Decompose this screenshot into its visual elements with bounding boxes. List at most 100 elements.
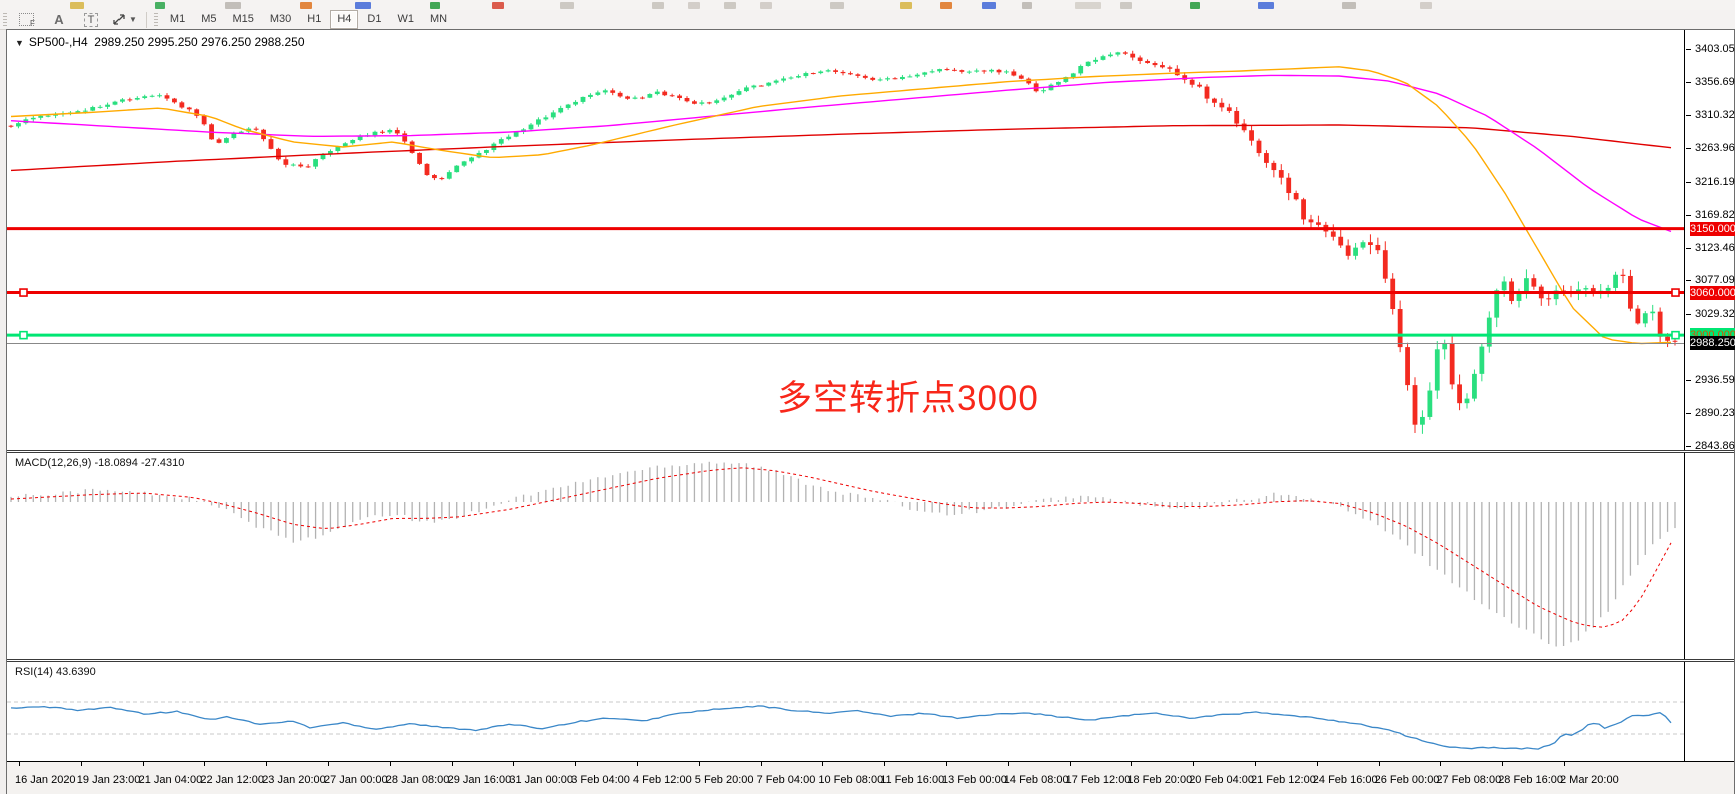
chart-title[interactable]: ▼ SP500-,H4 2989.250 2995.250 2976.250 29… — [15, 35, 305, 49]
clipped-toolbar-icon — [1420, 2, 1432, 9]
price-tick-mark — [1686, 147, 1691, 149]
time-axis-label[interactable]: 19 Jan 23:00 — [76, 774, 141, 786]
time-axis-label[interactable]: 27 Feb 08:00 — [1436, 774, 1502, 786]
time-tick-mark — [1007, 762, 1009, 766]
time-tick-mark — [266, 762, 268, 766]
time-tick-mark — [1131, 762, 1133, 766]
time-axis-label[interactable]: 7 Feb 04:00 — [756, 774, 816, 786]
toolbar-separator — [145, 11, 147, 28]
price-chart-panel[interactable]: ▼ SP500-,H4 2989.250 2995.250 2976.250 29… — [7, 30, 1735, 452]
price-tick-label: 3263.960 — [1695, 141, 1735, 154]
insert-text-tool-button[interactable]: A — [44, 10, 74, 29]
time-axis-label[interactable]: 28 Feb 16:00 — [1498, 774, 1564, 786]
time-axis-label[interactable]: 3 Feb 04:00 — [571, 774, 630, 786]
time-axis-label[interactable]: 4 Feb 12:00 — [633, 774, 692, 786]
macd-panel[interactable]: MACD(12,26,9) -18.0894 -27.4310 27.46070… — [7, 453, 1734, 659]
price-tick-label: 3123.460 — [1695, 241, 1735, 254]
clipped-toolbar-icon — [225, 2, 241, 9]
time-axis-label[interactable]: 26 Feb 00:00 — [1374, 774, 1440, 786]
rsi-panel[interactable]: RSI(14) 43.6390 10070300 — [7, 662, 1734, 761]
toolbar-grip[interactable] — [3, 12, 7, 27]
timeframe-button-mn[interactable]: MN — [429, 13, 448, 25]
macd-indicator-label: MACD(12,26,9) -18.0894 -27.4310 — [15, 457, 185, 469]
time-axis-label[interactable]: 14 Feb 08:00 — [1003, 774, 1069, 786]
clipped-toolbar-icon — [492, 2, 504, 9]
price-tick-mark — [1686, 413, 1691, 415]
price-tick-label: 3216.190 — [1695, 175, 1735, 188]
symbol-dropdown-icon[interactable]: ▼ — [15, 38, 24, 48]
time-axis-label[interactable]: 11 Feb 16:00 — [880, 774, 945, 786]
time-axis-label[interactable]: 21 Jan 04:00 — [138, 774, 203, 786]
letter-a-icon: A — [54, 12, 64, 27]
price-tick-mark — [1686, 49, 1691, 50]
timeframe-button-w1[interactable]: W1 — [397, 13, 414, 25]
price-tick-mark — [1686, 280, 1691, 282]
text-label-tool-button[interactable]: T — [76, 10, 106, 29]
price-tick-label: 3077.095 — [1695, 274, 1735, 287]
clipped-toolbar-icon — [70, 2, 84, 9]
timeframe-button-m5[interactable]: M5 — [201, 13, 217, 25]
time-axis-label[interactable]: 24 Feb 16:00 — [1312, 774, 1378, 786]
time-tick-mark — [1502, 762, 1504, 766]
clipped-toolbar-icon — [830, 2, 844, 9]
clipped-toolbar-icon — [1258, 2, 1274, 9]
toolbar: F A T ▼ M1 M5 M15 M30 H1 H4 D1 W1 MN — [0, 10, 1735, 30]
timeframe-button-m15[interactable]: M15 — [232, 13, 254, 25]
rsi-plot[interactable] — [7, 662, 1686, 761]
time-tick-mark — [328, 762, 329, 766]
time-axis-label[interactable]: 20 Feb 04:00 — [1189, 774, 1255, 786]
price-tick-label: 3356.690 — [1695, 75, 1735, 88]
arrows-tool-button[interactable]: ▼ — [108, 10, 141, 29]
time-tick-mark — [142, 762, 144, 766]
time-tick-mark — [1440, 762, 1442, 766]
time-axis-label[interactable]: 17 Feb 12:00 — [1065, 774, 1131, 786]
macd-plot[interactable] — [7, 453, 1686, 659]
time-tick-mark — [946, 762, 947, 766]
time-tick-mark — [1193, 762, 1195, 766]
price-tick-mark — [1686, 380, 1691, 382]
panel-divider[interactable] — [7, 659, 1734, 662]
time-axis-label[interactable]: 10 Feb 08:00 — [818, 774, 884, 786]
candlestick-plot[interactable] — [7, 30, 1686, 450]
clipped-toolbar-icon — [1075, 2, 1101, 9]
time-axis-label[interactable]: 21 Feb 12:00 — [1251, 774, 1316, 786]
price-tick-label: 3403.055 — [1695, 43, 1735, 55]
time-axis-label[interactable]: 18 Feb 20:00 — [1127, 774, 1193, 786]
dotted-grid-icon — [19, 13, 35, 26]
time-axis-label[interactable]: 27 Jan 00:00 — [324, 774, 388, 786]
price-tick-mark — [1686, 446, 1691, 447]
time-axis-label[interactable]: 31 Jan 00:00 — [509, 774, 574, 786]
time-axis[interactable]: 16 Jan 2020 19 Jan 23:00 21 Jan 04:00 22 Ja… — [7, 761, 1734, 794]
time-axis-label[interactable]: 13 Feb 00:00 — [942, 774, 1007, 786]
time-axis-label[interactable]: 22 Jan 12:00 — [200, 774, 265, 786]
price-tick-mark — [1686, 214, 1691, 216]
grid-snap-tool-button[interactable]: F — [12, 10, 42, 29]
clipped-toolbar-icon — [940, 2, 952, 9]
rsi-indicator-label: RSI(14) 43.6390 — [15, 666, 96, 678]
panel-divider[interactable] — [7, 450, 1734, 453]
time-axis-label[interactable]: 2 Mar 20:00 — [1560, 774, 1619, 786]
macd-values: -18.0894 -27.4310 — [94, 457, 185, 469]
time-axis-label[interactable]: 16 Jan 2020 — [15, 774, 76, 786]
letter-t-icon: T — [83, 12, 99, 27]
time-axis-label[interactable]: 29 Jan 16:00 — [447, 774, 512, 786]
price-tick-mark — [1686, 314, 1691, 316]
timeframe-button-h1[interactable]: H1 — [307, 13, 322, 25]
timeframe-button-d1[interactable]: D1 — [367, 13, 382, 25]
time-axis-label[interactable]: 5 Feb 20:00 — [694, 774, 754, 786]
time-tick-mark — [822, 762, 824, 766]
timeframe-button-m1[interactable]: M1 — [169, 13, 186, 25]
time-tick-mark — [80, 762, 82, 766]
time-axis-label[interactable]: 23 Jan 20:00 — [262, 774, 326, 786]
timeframe-button-m30[interactable]: M30 — [269, 13, 292, 25]
price-tick-label: 2936.595 — [1695, 374, 1735, 387]
grid-f-label: F — [30, 18, 35, 28]
timeframe-button-h4[interactable]: H4 — [330, 10, 359, 29]
price-tick-label: 3029.325 — [1695, 308, 1735, 321]
diagonal-arrows-icon — [113, 14, 125, 25]
time-axis-label[interactable]: 28 Jan 08:00 — [385, 774, 450, 786]
timeframe-grip[interactable] — [153, 12, 158, 27]
clipped-toolbar-icon — [1342, 2, 1356, 9]
time-tick-mark — [575, 762, 577, 766]
clipped-toolbar-icon — [1190, 2, 1200, 9]
